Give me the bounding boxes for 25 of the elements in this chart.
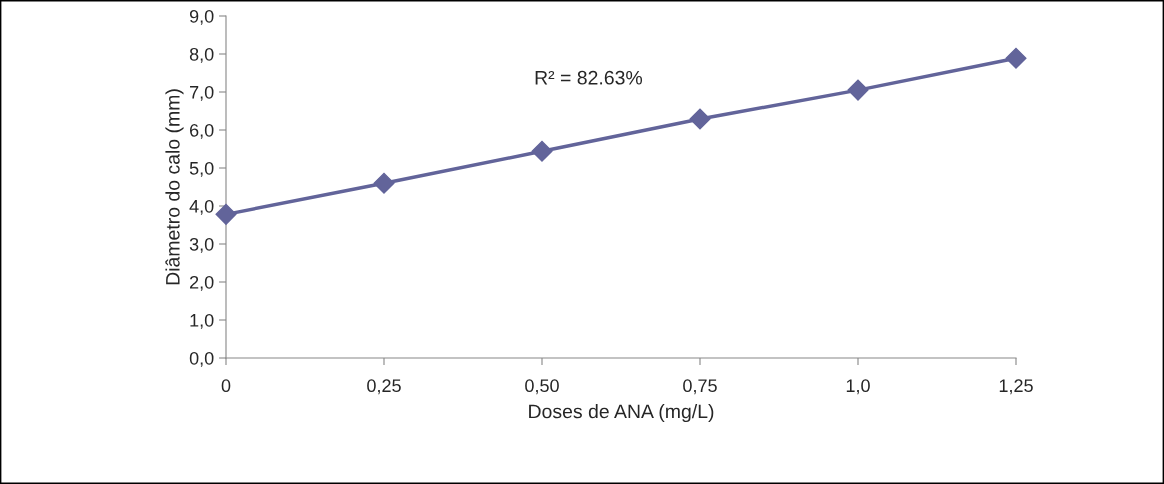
y-tick-label: 0,0 <box>189 351 214 367</box>
x-tick-label: 0 <box>221 379 231 393</box>
x-axis-title: Doses de ANA (mg/L) <box>529 404 714 423</box>
point <box>689 108 711 130</box>
x-tick-label: 0,75 <box>683 379 717 395</box>
y-tick-label: 1,0 <box>190 313 214 329</box>
x-tick-label: 1,0 <box>846 379 870 395</box>
y-tick-label: 2,0 <box>190 275 214 291</box>
x-tick-label: 0,25 <box>367 379 401 395</box>
y-tick-label: 8,0 <box>189 47 214 63</box>
y-tick-label: 9,0 <box>189 9 214 25</box>
y-tick-label: 4,0 <box>189 199 214 215</box>
x-tick-label: 1,25 <box>999 379 1033 395</box>
point <box>215 203 237 225</box>
x-tick-label: 0,50 <box>525 379 559 395</box>
y-axis-title: Diâmetro do calo (mm) <box>165 89 184 285</box>
y-tick-label: 3,0 <box>189 237 214 253</box>
y-tick-label: 5,0 <box>189 161 214 177</box>
y-tick-label: 7,0 <box>190 85 214 101</box>
point <box>531 140 553 162</box>
point <box>1005 47 1027 69</box>
point <box>847 79 869 101</box>
y-tick-label: 6,0 <box>190 123 214 139</box>
point <box>373 172 395 194</box>
annotation: R² = 82.63% <box>535 70 643 85</box>
